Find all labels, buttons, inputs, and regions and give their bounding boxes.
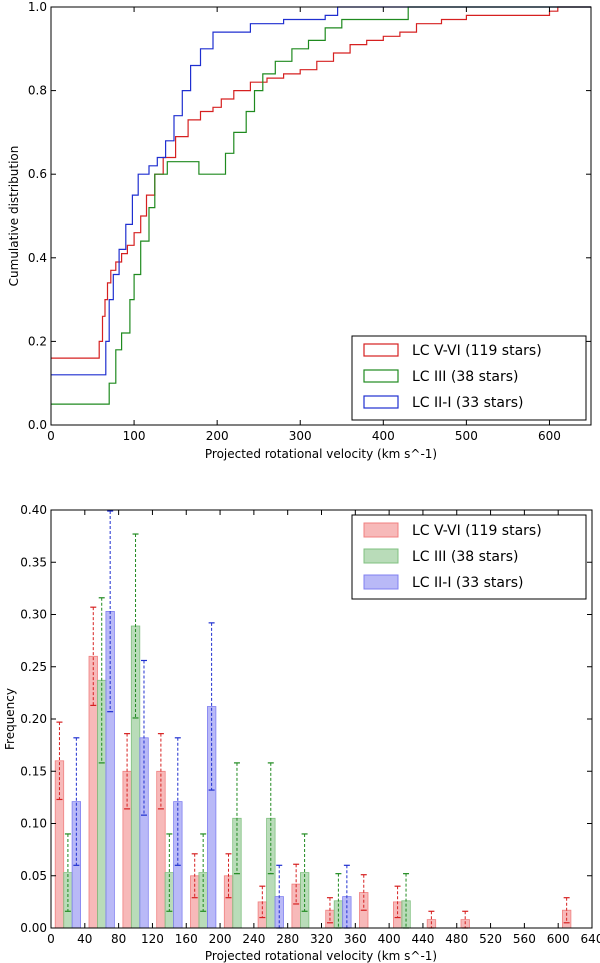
x-tick-label: 360 (344, 932, 367, 946)
series-line-2 (51, 6, 591, 376)
plot-frame (50, 6, 592, 426)
y-tick-label: 0.20 (20, 712, 47, 726)
y-tick-label: 0.05 (20, 869, 47, 883)
x-tick-label: 200 (206, 429, 229, 443)
series-line-1 (51, 6, 591, 405)
axis-ticks: 0 40 80 120 160 200 240 280 320 360 400 440 480 520 56… (20, 503, 600, 946)
legend-entry: LC V-VI (119 stars) (412, 523, 542, 539)
x-axis-label: Projected rotational velocity (km s^-1) (205, 447, 437, 461)
legend-entry: LC II-I (33 stars) (412, 395, 524, 411)
legend-swatch (363, 343, 399, 357)
x-tick-label: 280 (276, 932, 299, 946)
x-tick-label: 600 (547, 932, 570, 946)
legend-swatch (363, 395, 399, 409)
x-tick-label: 200 (209, 932, 232, 946)
y-tick-label: 0.2 (28, 334, 47, 348)
x-tick-label: 480 (445, 932, 468, 946)
y-axis-label: Frequency (3, 688, 17, 750)
y-tick-label: 0.10 (20, 817, 47, 831)
y-tick-label: 0.35 (20, 555, 47, 569)
legend-entry: LC II-I (33 stars) (412, 575, 524, 591)
x-tick-label: 520 (479, 932, 502, 946)
series-line-0 (51, 6, 591, 359)
legend-swatch (363, 522, 399, 538)
x-tick-label: 320 (310, 932, 333, 946)
axis-ticks: 0 100 200 300 400 500 600 0.0 0.2 0.4 0.6 0.8 1.0 (28, 0, 591, 443)
legend: LC V-VI (119 stars) LC III (38 stars) LC I… (351, 514, 587, 600)
x-tick-label: 120 (141, 932, 164, 946)
x-tick-label: 0 (47, 932, 55, 946)
bar (97, 679, 107, 929)
y-tick-label: 0.6 (28, 167, 47, 181)
x-tick-label: 440 (411, 932, 434, 946)
legend-entry: LC III (38 stars) (412, 549, 518, 565)
legend-swatch (363, 548, 399, 564)
bar (88, 655, 98, 929)
legend-box (351, 335, 587, 421)
plot-area (54, 510, 572, 929)
x-axis-label: Projected rotational velocity (km s^-1) (205, 949, 437, 963)
y-axis-label: Cumulative distribution (7, 146, 21, 287)
x-tick-label: 160 (175, 932, 198, 946)
legend-entry: LC III (38 stars) (412, 369, 518, 385)
x-tick-label: 560 (513, 932, 536, 946)
x-tick-label: 80 (111, 932, 126, 946)
bar (54, 760, 65, 929)
legend: LC V-VI (119 stars) LC III (38 stars) LC I… (351, 335, 587, 421)
y-tick-label: 0.30 (20, 608, 47, 622)
x-tick-label: 0 (47, 429, 55, 443)
bar (190, 875, 200, 929)
bar (392, 901, 403, 929)
bar (223, 875, 234, 929)
y-tick-label: 0.4 (28, 251, 47, 265)
y-tick-label: 0.25 (20, 660, 47, 674)
x-tick-label: 400 (372, 429, 395, 443)
x-tick-label: 640 (581, 932, 600, 946)
y-tick-label: 0.0 (28, 418, 47, 432)
y-tick-label: 0.8 (28, 84, 47, 98)
cumulative-distribution-chart: 0 100 200 300 400 500 600 0.0 0.2 0.4 0.6 0.8 1.0 Pr… (7, 0, 592, 461)
y-tick-label: 0.40 (20, 503, 47, 517)
plot-area (51, 6, 591, 405)
x-tick-label: 600 (538, 429, 561, 443)
x-tick-label: 400 (378, 932, 401, 946)
legend-swatch (363, 574, 399, 590)
y-tick-label: 1.0 (28, 0, 47, 14)
x-tick-label: 300 (289, 429, 312, 443)
bar (257, 901, 268, 929)
x-tick-label: 40 (77, 932, 92, 946)
x-tick-label: 240 (242, 932, 265, 946)
legend-entry: LC V-VI (119 stars) (412, 343, 542, 359)
legend-swatch (363, 369, 399, 383)
y-tick-label: 0.00 (20, 921, 47, 935)
frequency-histogram-chart: 0 40 80 120 160 200 240 280 320 360 400 440 480 520 56… (3, 503, 600, 963)
x-tick-label: 500 (455, 429, 478, 443)
y-tick-label: 0.15 (20, 764, 47, 778)
x-tick-label: 100 (123, 429, 146, 443)
